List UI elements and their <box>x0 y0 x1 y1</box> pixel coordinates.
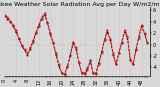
Title: Milwaukee Weather Solar Radiation Avg per Day W/m2/minute: Milwaukee Weather Solar Radiation Avg pe… <box>0 2 160 7</box>
